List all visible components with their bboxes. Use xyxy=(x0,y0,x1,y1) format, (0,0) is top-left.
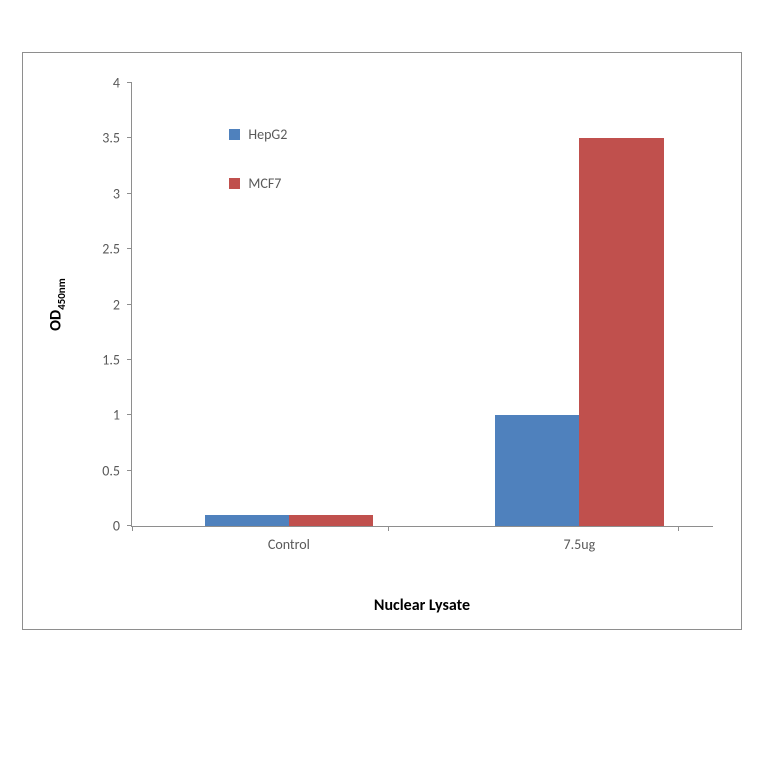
legend-swatch xyxy=(229,129,240,140)
legend-item-MCF7: MCF7 xyxy=(229,175,287,192)
y-axis-title: OD450nm xyxy=(46,279,67,331)
y-tick-label: 1.5 xyxy=(102,351,132,368)
plot-wrap: OD450nm 00.511.522.533.54Control7.5ug Nu… xyxy=(93,83,713,557)
y-axis-title-container: OD450nm xyxy=(47,83,67,527)
legend-swatch xyxy=(229,178,240,189)
y-tick-label: 4 xyxy=(113,75,132,92)
x-axis-title: Nuclear Lysate xyxy=(131,596,713,615)
x-tick-mark xyxy=(388,526,389,531)
y-tick-label: 2 xyxy=(113,296,132,313)
plot-area: 00.511.522.533.54Control7.5ug xyxy=(131,83,713,527)
bar-MCF7-Control xyxy=(289,515,373,526)
chart-card: OD450nm 00.511.522.533.54Control7.5ug Nu… xyxy=(22,52,742,630)
figure-frame: OD450nm 00.511.522.533.54Control7.5ug Nu… xyxy=(0,0,764,764)
y-tick-label: 2.5 xyxy=(102,241,132,258)
x-tick-label: Control xyxy=(268,526,310,553)
y-tick-label: 3 xyxy=(113,185,132,202)
legend-label: MCF7 xyxy=(248,175,281,192)
y-tick-label: 0 xyxy=(113,518,132,535)
bars-layer xyxy=(132,83,713,526)
y-tick-label: 1 xyxy=(113,407,132,424)
x-tick-mark xyxy=(678,526,679,531)
bar-MCF7-7.5ug xyxy=(579,138,663,526)
y-tick-label: 3.5 xyxy=(102,130,132,147)
y-tick-label: 0.5 xyxy=(102,462,132,479)
legend: HepG2 MCF7 xyxy=(229,126,287,224)
bar-HepG2-7.5ug xyxy=(495,415,579,526)
x-tick-mark xyxy=(132,526,133,531)
x-tick-label: 7.5ug xyxy=(564,526,596,553)
legend-label: HepG2 xyxy=(248,126,287,143)
legend-item-HepG2: HepG2 xyxy=(229,126,287,143)
bar-HepG2-Control xyxy=(205,515,289,526)
